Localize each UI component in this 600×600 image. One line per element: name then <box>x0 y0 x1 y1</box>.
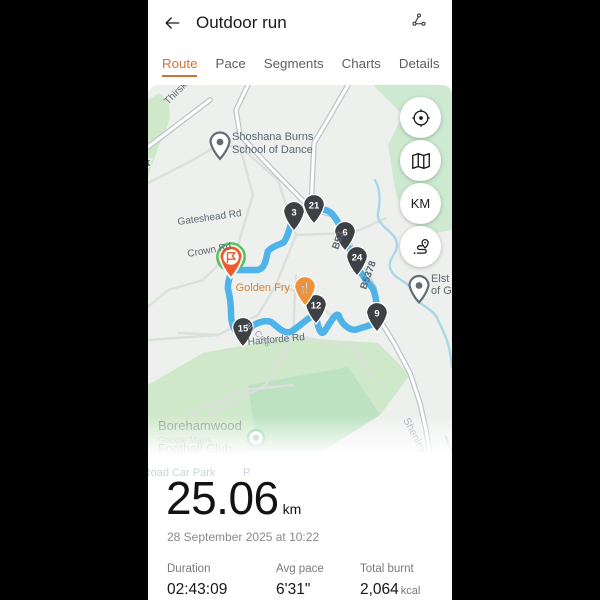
svg-text:🍴: 🍴 <box>299 281 311 294</box>
svg-text:Shoshana Burns: Shoshana Burns <box>232 131 314 143</box>
svg-text:Golden Fry: Golden Fry <box>236 282 291 294</box>
svg-text:of G: of G <box>431 285 452 297</box>
svg-text:3: 3 <box>291 208 296 219</box>
svg-text:Football Club: Football Club <box>158 442 232 455</box>
svg-text:12: 12 <box>311 301 322 312</box>
svg-text:Borehamwood: Borehamwood <box>158 418 242 433</box>
svg-text:24: 24 <box>352 253 363 264</box>
svg-text:Elst: Elst <box>431 273 449 285</box>
svg-text:School of Dance: School of Dance <box>232 144 313 156</box>
svg-text:9: 9 <box>374 309 379 320</box>
svg-text:21: 21 <box>309 201 320 212</box>
